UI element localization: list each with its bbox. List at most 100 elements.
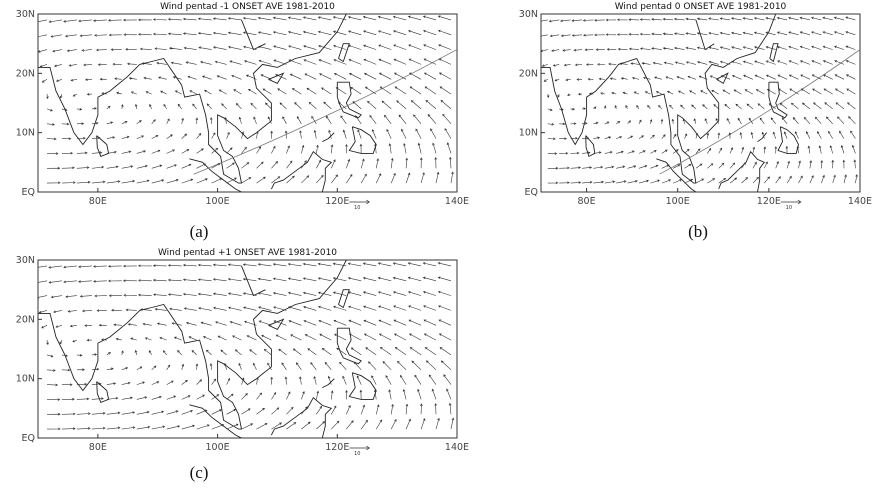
wind-arrow: [388, 389, 392, 400]
wind-arrow: [327, 375, 332, 385]
reference-arrow: [349, 199, 370, 205]
wind-arrow: [741, 177, 749, 184]
wind-arrow: [296, 116, 302, 124]
wind-arrow: [390, 418, 397, 430]
wind-arrow: [136, 396, 148, 400]
wind-arrow: [362, 262, 377, 267]
wind-arrow: [605, 18, 617, 22]
wind-arrow: [328, 129, 332, 139]
wind-arrow: [393, 305, 407, 311]
wind-arrow: [405, 403, 409, 415]
wind-arrow: [559, 181, 570, 185]
wind-arrow: [639, 32, 651, 36]
wind-arrow: [41, 79, 48, 83]
wind-arrow: [772, 131, 776, 139]
wind-arrow: [348, 73, 362, 80]
wind-arrow: [707, 178, 716, 184]
wind-arrow: [301, 406, 308, 415]
wind-arrow: [227, 292, 242, 296]
wind-arrow: [731, 31, 742, 36]
wind-arrow: [319, 73, 332, 80]
wind-arrow: [167, 17, 182, 21]
wind-arrow: [600, 92, 605, 95]
wind-arrow: [331, 174, 338, 184]
wind-arrow: [217, 335, 227, 341]
wind-arrow: [373, 389, 377, 400]
wind-arrow: [334, 333, 347, 341]
wind-arrow: [837, 116, 845, 125]
wind-arrow: [84, 324, 92, 327]
wind-arrow: [719, 17, 731, 21]
wind-arrow: [91, 382, 102, 386]
y-tick-label: EQ: [22, 433, 35, 444]
wind-arrow: [321, 348, 332, 356]
wind-arrow: [559, 108, 564, 111]
wind-arrow: [112, 62, 122, 66]
wind-arrow: [828, 130, 833, 139]
wind-arrow: [93, 19, 107, 22]
wind-arrow: [775, 176, 781, 184]
wind-arrow: [651, 18, 662, 21]
wind-arrow: [696, 32, 708, 36]
wind-arrow: [307, 348, 317, 356]
wind-arrow: [644, 91, 651, 95]
wind-arrow: [845, 60, 856, 65]
wind-arrow: [620, 77, 628, 80]
wind-arrow: [407, 276, 422, 282]
wind-arrow: [409, 86, 422, 95]
wind-arrow: [346, 158, 351, 169]
wind-arrow: [166, 118, 170, 124]
wind-arrow: [799, 16, 810, 21]
wind-arrow: [685, 32, 696, 36]
coastline: [96, 381, 110, 403]
wind-arrow: [247, 88, 257, 95]
wind-arrow: [181, 410, 193, 415]
wind-arrow: [301, 175, 310, 184]
wind-arrow: [145, 91, 152, 95]
wind-arrow: [66, 49, 77, 52]
wind-arrow: [270, 130, 273, 139]
wind-arrow: [151, 410, 165, 415]
wind-arrow: [195, 363, 199, 370]
wind-arrow: [547, 108, 553, 111]
wind-arrow: [284, 130, 288, 139]
wind-arrow: [101, 92, 107, 95]
wind-arrow: [392, 276, 407, 282]
wind-arrow: [152, 18, 167, 21]
wind-arrow: [272, 291, 287, 296]
coastline: [768, 81, 788, 119]
wind-arrow: [258, 320, 272, 326]
wind-arrow: [639, 18, 651, 21]
wind-arrow: [570, 137, 579, 140]
wind-arrow: [304, 334, 317, 341]
wind-arrow: [181, 178, 194, 184]
x-tick-label: 80E: [89, 196, 107, 207]
wind-arrow: [159, 336, 167, 341]
wind-arrow: [754, 74, 765, 80]
wind-arrow: [122, 264, 137, 268]
wind-arrow: [554, 78, 560, 82]
wind-arrow: [616, 18, 628, 22]
wind-arrow: [301, 144, 305, 154]
wind-arrow: [152, 293, 167, 297]
wind-arrow: [151, 119, 156, 124]
wind-arrow: [346, 404, 351, 415]
wind-arrow: [227, 45, 242, 50]
wind-arrow: [275, 334, 287, 341]
wind-arrow: [290, 334, 302, 341]
coastline: [769, 43, 779, 63]
wind-arrow: [673, 179, 683, 184]
wind-arrow: [378, 333, 392, 341]
wind-arrow: [287, 30, 302, 36]
wind-arrow: [197, 32, 212, 36]
wind-arrow: [174, 90, 182, 95]
x-tick-label: 80E: [578, 196, 596, 207]
panel-label: (b): [688, 222, 708, 241]
wind-arrow: [166, 164, 177, 169]
wind-arrow: [340, 115, 347, 124]
wind-arrow: [196, 409, 208, 415]
wind-arrow: [761, 131, 765, 139]
wind-arrow: [557, 93, 560, 98]
wind-arrow: [811, 31, 822, 36]
wind-arrow: [76, 427, 91, 430]
